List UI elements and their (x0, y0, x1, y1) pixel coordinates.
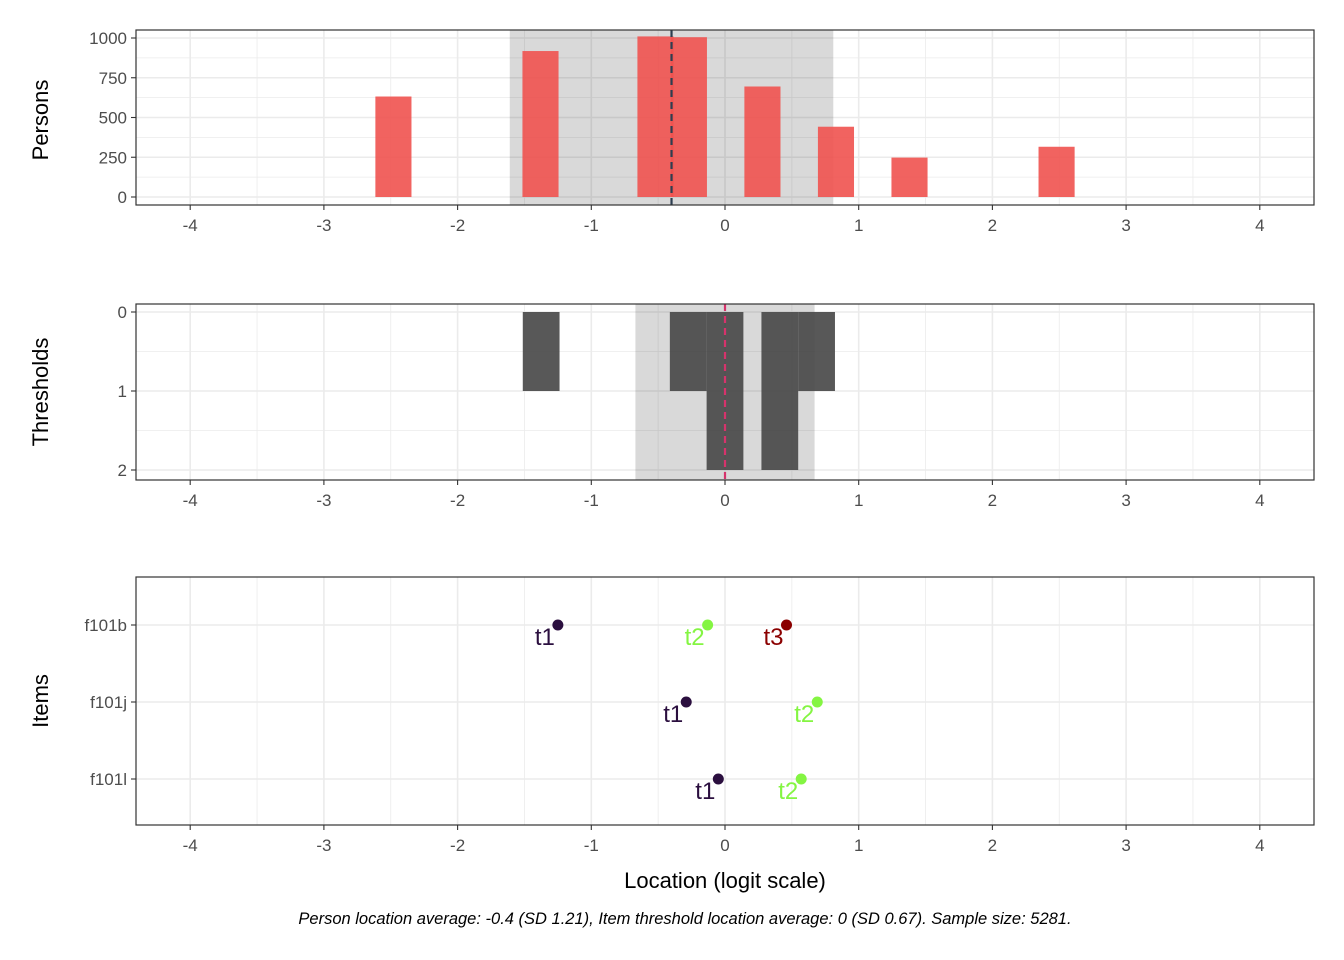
threshold-point (712, 773, 724, 785)
persons-bar (1038, 146, 1075, 197)
persons-xtick-label: 0 (720, 216, 729, 235)
items-panel: t1 t2 t3 t1 t2 t1 t2 -4 -3 -2 -1 0 1 2 3 4 f101b f101j f1… (28, 576, 1315, 893)
thresholds-xtick-label: 2 (988, 491, 997, 510)
item-label: f101b (84, 616, 127, 635)
persons-xtick-label: -4 (183, 216, 198, 235)
threshold-point-label: t2 (685, 624, 705, 651)
thresholds-xtick-label: 3 (1121, 491, 1130, 510)
persons-xtick-label: 1 (854, 216, 863, 235)
persons-bar (670, 37, 707, 197)
persons-ytick-label: 1000 (89, 29, 127, 48)
items-xtick-label: 3 (1121, 836, 1130, 855)
persons-ytick-label: 500 (99, 109, 127, 128)
persons-panel-border (135, 29, 1315, 206)
threshold-point-label: t2 (794, 701, 814, 728)
threshold-point (552, 619, 564, 631)
persons-ytick-label: 250 (99, 148, 127, 167)
thresholds-xtick-label: 1 (854, 491, 863, 510)
thresholds-ytick-label: 0 (118, 303, 127, 322)
items-panel-border (135, 576, 1315, 826)
thresholds-xtick-label: -4 (183, 491, 198, 510)
thresholds-panel-border (135, 303, 1315, 481)
persons-xtick-label: -2 (450, 216, 465, 235)
items-xtick-label: -4 (183, 836, 198, 855)
persons-xtick-label: 2 (988, 216, 997, 235)
thresholds-bar (761, 312, 799, 470)
x-axis-title: Location (logit scale) (624, 868, 826, 893)
threshold-point (680, 696, 692, 708)
thresholds-axis-title: Thresholds (28, 338, 53, 447)
persons-ytick-label: 750 (99, 69, 127, 88)
threshold-point (702, 619, 714, 631)
thresholds-bar (522, 312, 560, 391)
persons-xtick-label: 3 (1121, 216, 1130, 235)
persons-xtick-label: -3 (316, 216, 331, 235)
thresholds-xtick-label: 4 (1255, 491, 1264, 510)
thresholds-ytick-label: 1 (118, 382, 127, 401)
thresholds-panel: -4 -3 -2 -1 0 1 2 3 4 0 1 2 Thresholds (28, 303, 1315, 510)
chart-caption: Person location average: -0.4 (SD 1.21),… (298, 910, 1071, 928)
thresholds-bar (798, 312, 835, 391)
persons-panel: -4 -3 -2 -1 0 1 2 3 4 0 250 500 750 1000 Persons (28, 29, 1315, 235)
items-xtick-label: 4 (1255, 836, 1264, 855)
thresholds-xtick-label: -2 (450, 491, 465, 510)
thresholds-bar (669, 312, 707, 391)
threshold-point-label: t1 (535, 624, 555, 651)
persons-bar (744, 86, 781, 197)
threshold-point-label: t1 (695, 778, 715, 805)
items-axis-title: Items (28, 674, 53, 728)
threshold-point (795, 773, 807, 785)
persons-bar (375, 96, 412, 197)
persons-bar (817, 126, 855, 197)
items-xtick-label: 2 (988, 836, 997, 855)
thresholds-xtick-label: -1 (584, 491, 599, 510)
persons-bar (891, 157, 928, 197)
item-label: f101l (90, 770, 127, 789)
thresholds-ytick-label: 2 (118, 461, 127, 480)
persons-ytick-label: 0 (118, 188, 127, 207)
thresholds-xtick-label: -3 (316, 491, 331, 510)
threshold-point-label: t3 (763, 624, 783, 651)
items-xtick-label: 0 (720, 836, 729, 855)
threshold-point (781, 619, 793, 631)
persons-bar (522, 51, 559, 198)
threshold-point-label: t2 (778, 778, 798, 805)
persons-xtick-label: 4 (1255, 216, 1264, 235)
threshold-point-label: t1 (663, 701, 683, 728)
item-label: f101j (90, 693, 127, 712)
items-xtick-label: -3 (316, 836, 331, 855)
items-xtick-label: -1 (584, 836, 599, 855)
items-xtick-label: -2 (450, 836, 465, 855)
items-xtick-label: 1 (854, 836, 863, 855)
threshold-point (811, 696, 823, 708)
persons-bar (637, 36, 674, 197)
thresholds-xtick-label: 0 (720, 491, 729, 510)
persons-xtick-label: -1 (584, 216, 599, 235)
persons-axis-title: Persons (28, 80, 53, 161)
